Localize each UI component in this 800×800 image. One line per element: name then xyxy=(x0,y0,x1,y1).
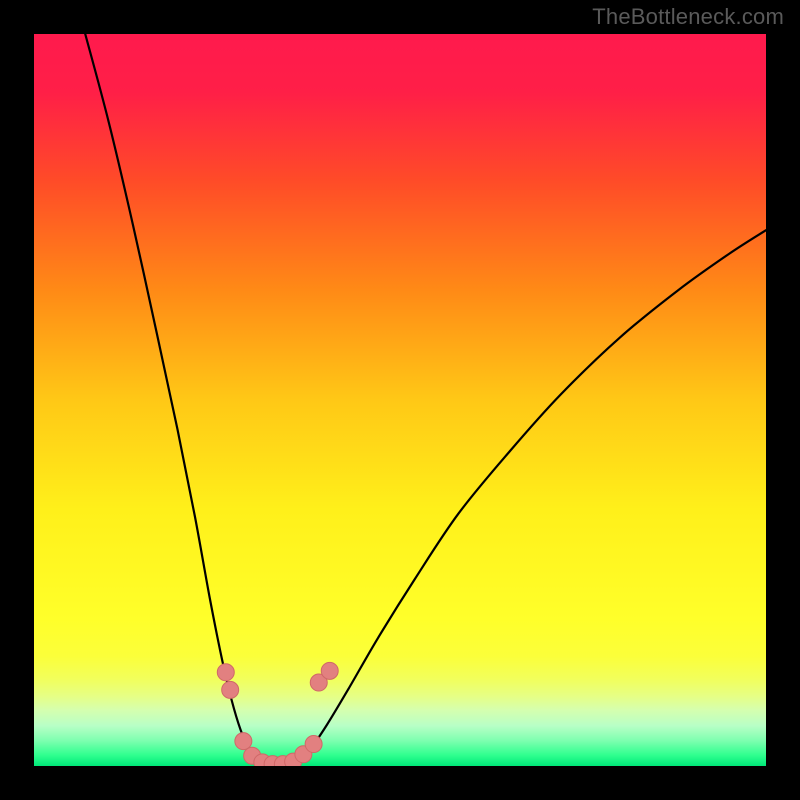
bottleneck-chart xyxy=(34,34,766,766)
data-marker xyxy=(217,664,234,681)
watermark-text: TheBottleneck.com xyxy=(592,4,784,30)
data-marker xyxy=(235,733,252,750)
data-marker xyxy=(321,662,338,679)
gradient-background xyxy=(34,34,766,766)
data-marker xyxy=(305,736,322,753)
data-marker xyxy=(222,681,239,698)
plot-area xyxy=(34,34,766,766)
chart-frame: TheBottleneck.com xyxy=(0,0,800,800)
